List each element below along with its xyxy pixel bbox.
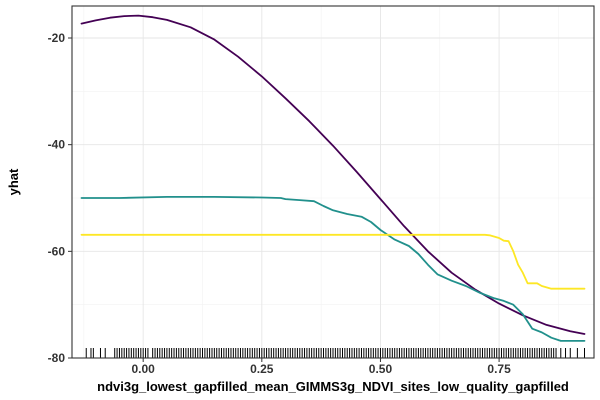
series-line-2 — [80, 195, 586, 342]
series-lines — [80, 14, 586, 342]
series-line-1 — [80, 14, 586, 335]
x-tick-label: 0.50 — [369, 362, 393, 376]
x-axis-title: ndvi3g_lowest_gapfilled_mean_GIMMS3g_NDV… — [97, 379, 569, 394]
y-axis-title: yhat — [6, 168, 21, 195]
x-tick-label: 0.00 — [132, 362, 156, 376]
y-tick-label: -60 — [48, 244, 66, 258]
x-axis-ticks: 0.00 0.25 0.50 0.75 — [132, 358, 511, 376]
x-tick-label: 0.75 — [487, 362, 511, 376]
y-tick-label: -80 — [48, 351, 66, 365]
y-tick-label: -40 — [48, 138, 66, 152]
rug — [85, 348, 586, 358]
y-tick-label: -20 — [48, 31, 66, 45]
series-line-3 — [80, 233, 586, 290]
grid — [72, 6, 594, 359]
panel-border — [71, 5, 595, 359]
x-tick-label: 0.25 — [250, 362, 274, 376]
y-axis-ticks: -80 -60 -40 -20 — [48, 31, 72, 365]
